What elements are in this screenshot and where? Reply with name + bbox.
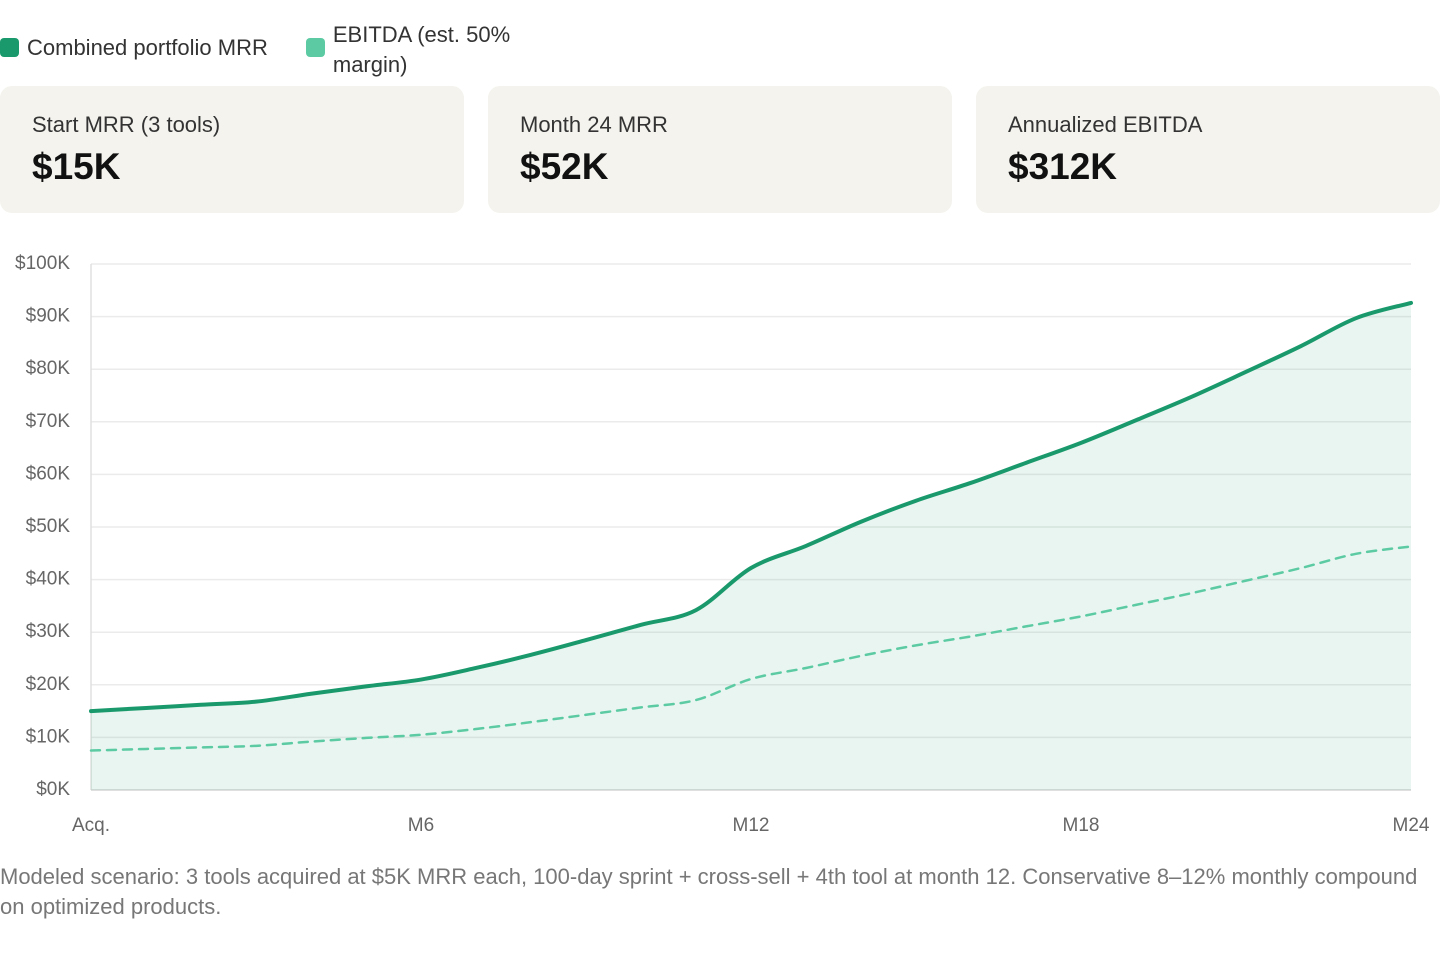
x-tick-label: M24 [1393,815,1430,836]
legend-swatch [305,38,325,57]
y-tick-label: $10K [26,726,71,747]
legend: Combined portfolio MRR EBITDA (est. 50% … [0,20,546,80]
kpi-value: $312K [1008,146,1118,187]
line [89,300,1413,714]
y-tick-label: $70K [26,411,71,432]
kpi-value: $52K [520,146,609,187]
kpi-card: Annualized EBITDA $312K [976,86,1440,213]
legend-label: EBITDA (est. 50% margin) [332,22,511,77]
x-tick-label: M18 [1063,815,1100,836]
legend-label: Combined portfolio MRR [27,35,268,60]
kpi-label: Month 24 MRR [520,112,668,137]
kpi-cards: Start MRR (3 tools) $15K Month 24 MRR $5… [0,86,1440,213]
kpi-label: Start MRR (3 tools) [32,112,221,137]
legend-swatch [0,38,19,57]
legend-item: EBITDA (est. 50% margin) [305,20,546,80]
y-tick-label: $0K [36,779,70,800]
y-tick-label: $40K [26,569,71,590]
kpi-card: Start MRR (3 tools) $15K [0,86,464,213]
area [91,302,1411,790]
y-tick-label: $80K [26,358,71,379]
x-tick-label: M6 [408,815,434,836]
y-tick-label: $90K [26,306,71,327]
y-tick-label: $50K [26,516,71,537]
y-tick-label: $60K [26,463,71,484]
x-tick-label: M12 [733,815,770,836]
y-tick-label: $100K [15,253,70,274]
x-tick-label: Acq. [72,815,110,836]
kpi-card: Month 24 MRR $52K [488,86,952,213]
y-tick-label: $20K [26,674,71,695]
kpi-label: Annualized EBITDA [1008,112,1203,137]
footnote: Modeled scenario: 3 tools acquired at $5… [0,864,1418,919]
kpi-value: $15K [32,146,121,187]
y-tick-label: $30K [26,621,71,642]
legend-item: Combined portfolio MRR [0,20,268,80]
